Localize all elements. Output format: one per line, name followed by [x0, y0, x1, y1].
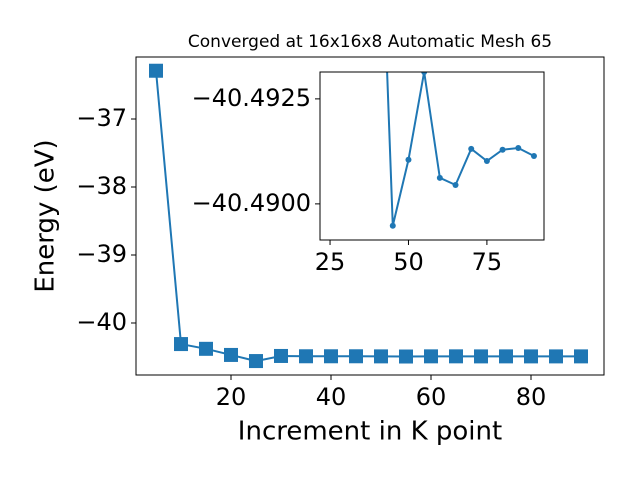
marker: [274, 348, 288, 363]
x-tick-label: 20: [216, 383, 247, 411]
marker: [499, 349, 513, 364]
marker: [574, 349, 588, 364]
marker: [374, 349, 388, 364]
marker: [174, 337, 188, 352]
marker: [299, 349, 313, 364]
axes-frame: [135, 56, 605, 376]
marker: [468, 145, 475, 152]
y-tick-label: −40.4900: [192, 189, 311, 217]
marker: [405, 156, 412, 163]
marker: [436, 174, 443, 181]
marker: [399, 349, 413, 364]
x-tick-label: 80: [516, 383, 547, 411]
marker: [530, 153, 537, 159]
marker: [421, 72, 428, 75]
marker: [524, 349, 538, 364]
marker: [199, 341, 213, 356]
x-tick-label: 60: [416, 383, 447, 411]
x-tick-label: 75: [472, 248, 503, 276]
marker: [349, 349, 363, 364]
y-tick-label: −40: [76, 308, 127, 336]
x-axis-label: Increment in K point: [238, 417, 502, 447]
series-group: [149, 63, 588, 369]
x-tick-label: 25: [315, 248, 346, 276]
y-tick-label: −38: [76, 172, 127, 200]
y-tick-label: −40.4925: [192, 84, 311, 112]
marker: [424, 349, 438, 364]
y-axis-label: Energy (eV): [31, 139, 61, 292]
marker: [474, 349, 488, 364]
marker: [149, 63, 163, 78]
plot-area: [320, 72, 544, 240]
x-tick-label: 50: [393, 248, 424, 276]
axes-frame: [319, 71, 545, 241]
marker: [499, 146, 506, 153]
chart-title: Converged at 16x16x8 Automatic Mesh 65: [188, 32, 552, 52]
x-tick-label: 40: [316, 383, 347, 411]
marker: [249, 354, 263, 369]
y-tick-label: −39: [76, 240, 127, 268]
marker: [389, 222, 396, 229]
series-group: [386, 72, 537, 229]
marker: [515, 145, 522, 152]
marker: [324, 349, 338, 364]
marker: [449, 349, 463, 364]
marker: [224, 347, 238, 362]
marker: [549, 349, 563, 364]
y-tick-label: −37: [76, 104, 127, 132]
marker: [452, 181, 459, 188]
marker: [483, 158, 490, 165]
